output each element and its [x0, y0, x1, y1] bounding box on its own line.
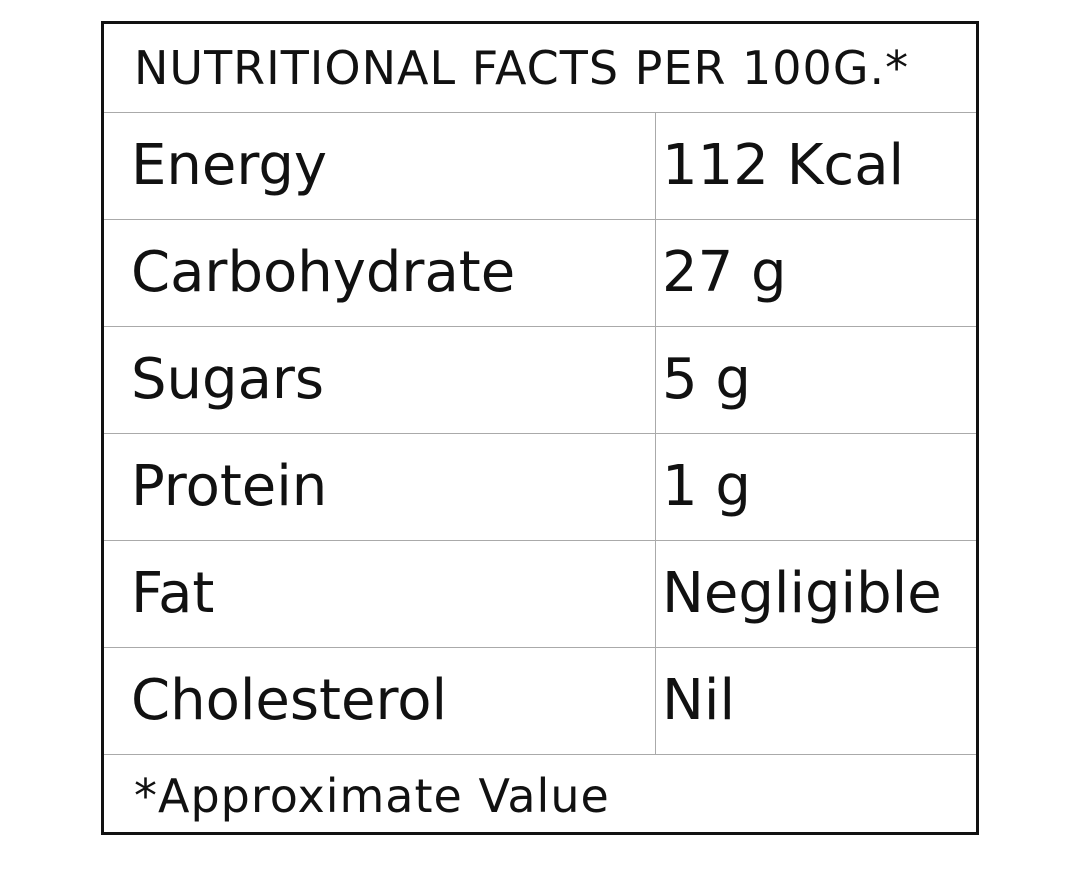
nutrition-table: NUTRITIONAL FACTS PER 100G.* Energy 112 K… — [101, 21, 979, 835]
nutrient-name: Fat — [104, 541, 656, 647]
nutrient-value: 112 Kcal — [662, 133, 905, 198]
table-row: Energy 112 Kcal — [104, 113, 976, 220]
footnote: *Approximate Value — [134, 769, 610, 823]
nutrient-value: Nil — [662, 668, 736, 733]
table-row: Cholesterol Nil — [104, 648, 976, 755]
nutrient-name: Cholesterol — [104, 648, 656, 754]
table-row: Protein 1 g — [104, 434, 976, 541]
nutrient-value: 5 g — [662, 347, 751, 412]
table-row: Sugars 5 g — [104, 327, 976, 434]
nutrient-value: 27 g — [662, 240, 787, 305]
nutrient-name: Carbohydrate — [104, 220, 656, 326]
table-row: Fat Negligible — [104, 541, 976, 648]
nutrient-name: Energy — [104, 113, 656, 219]
nutrient-name: Protein — [104, 434, 656, 540]
nutrient-value: 1 g — [662, 454, 751, 519]
table-title: NUTRITIONAL FACTS PER 100G.* — [104, 24, 976, 113]
nutrient-value: Negligible — [662, 561, 942, 626]
nutrient-name: Sugars — [104, 327, 656, 433]
table-row: Carbohydrate 27 g — [104, 220, 976, 327]
